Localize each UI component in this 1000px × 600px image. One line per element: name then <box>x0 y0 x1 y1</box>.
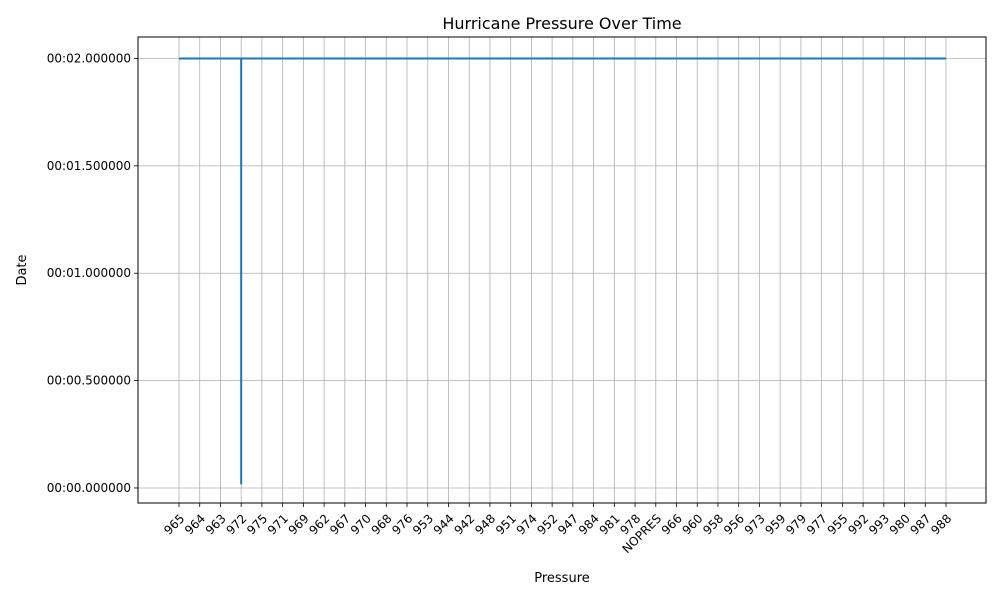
x-tick-label: 976 <box>389 511 415 537</box>
x-tick-label: 942 <box>451 511 477 537</box>
x-tick-label: 944 <box>431 511 457 537</box>
x-tick-label: 979 <box>783 511 809 537</box>
x-tick-label: 970 <box>348 511 374 537</box>
x-axis-label: Pressure <box>534 571 590 586</box>
x-tick-label: 952 <box>534 511 560 537</box>
x-tick-label: 964 <box>182 511 208 537</box>
y-axis-label: Date <box>15 254 30 285</box>
x-tick-label: 992 <box>845 511 871 537</box>
x-tick-label: 969 <box>286 511 312 537</box>
series-layer <box>179 57 946 485</box>
x-tick-label: 959 <box>762 511 788 537</box>
x-tick-label: 975 <box>244 511 270 537</box>
x-tick-label: 958 <box>700 511 726 537</box>
x-tick-label: 981 <box>597 511 623 537</box>
y-tick-label: 00:00.500000 <box>47 374 131 388</box>
x-tick-label: 953 <box>410 511 436 537</box>
x-tick-label: 993 <box>866 511 892 537</box>
x-tick-label: 951 <box>493 511 519 537</box>
x-tick-label: 972 <box>223 511 249 537</box>
grid <box>138 37 986 503</box>
x-tick-label: 988 <box>928 511 954 537</box>
x-tick-label: 987 <box>908 511 934 537</box>
x-tick-label: 977 <box>804 511 830 537</box>
y-tick-label: 00:01.500000 <box>47 159 131 173</box>
y-axis-ticks: 00:00.000000 00:00.500000 00:01.000000 00:0… <box>47 51 138 495</box>
series-line <box>179 57 946 485</box>
x-tick-label: 973 <box>742 511 768 537</box>
x-tick-label: 963 <box>203 511 229 537</box>
y-tick-label: 00:00.000000 <box>47 481 131 495</box>
x-tick-label: 956 <box>721 511 747 537</box>
x-tick-label: 960 <box>679 511 705 537</box>
x-axis-ticks: 9659649639729759719699629679709689769539… <box>161 503 954 556</box>
x-tick-label: 962 <box>306 511 332 537</box>
x-tick-label: 948 <box>472 511 498 537</box>
x-tick-label: 968 <box>369 511 395 537</box>
plot-area-frame <box>137 36 987 504</box>
x-tick-label: 984 <box>576 511 602 537</box>
x-tick-label: 947 <box>555 511 581 537</box>
x-tick-label: 971 <box>265 511 291 537</box>
chart-title: Hurricane Pressure Over Time <box>442 14 681 33</box>
x-tick-label: 955 <box>825 511 851 537</box>
y-tick-label: 00:01.000000 <box>47 266 131 280</box>
y-tick-label: 00:02.000000 <box>47 51 131 65</box>
x-tick-label: 967 <box>327 511 353 537</box>
x-tick-label: 980 <box>887 511 913 537</box>
x-tick-label: 966 <box>659 511 685 537</box>
x-tick-label: 965 <box>161 511 187 537</box>
x-tick-label: 974 <box>514 511 540 537</box>
